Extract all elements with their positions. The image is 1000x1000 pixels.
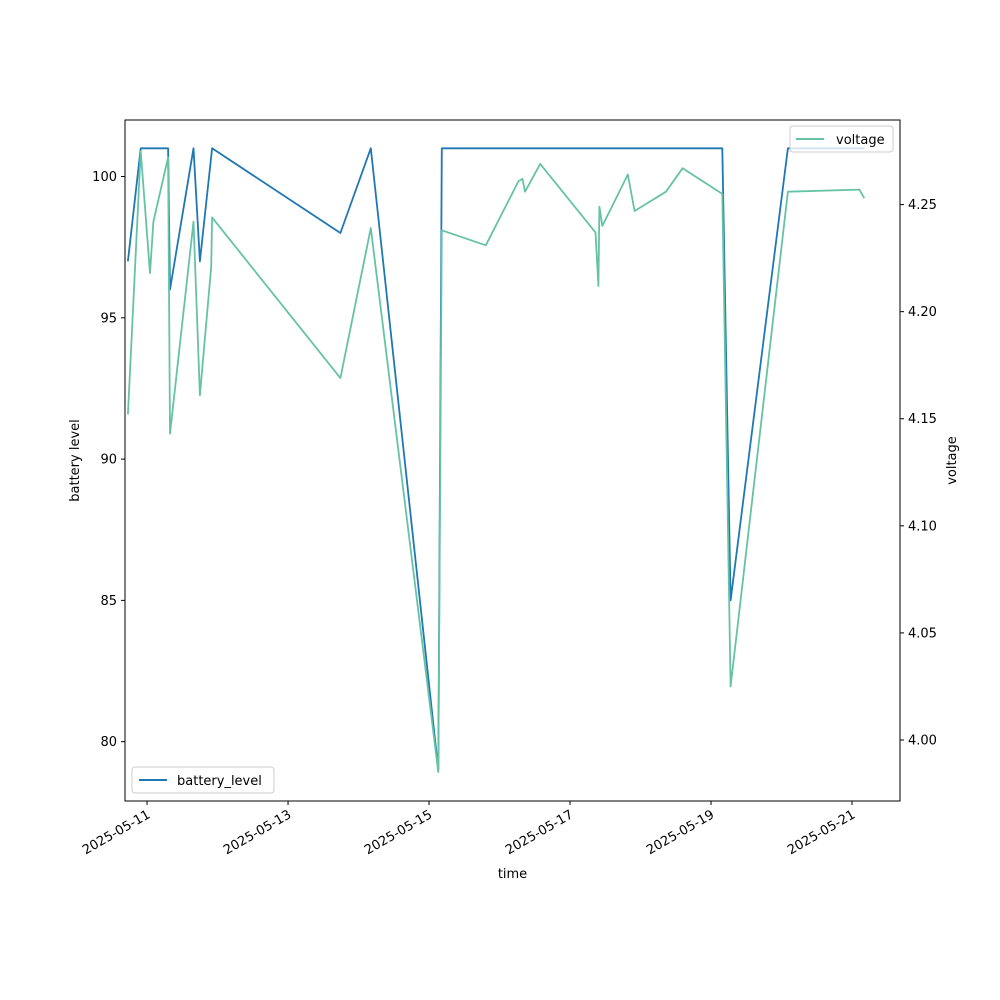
y-tick-label: 85 (100, 594, 117, 609)
series-line-voltage (127, 150, 866, 773)
legend-label: battery_level (177, 774, 262, 789)
y-tick-label: 90 (100, 453, 117, 468)
legend-box (131, 766, 275, 794)
series-layer (127, 147, 866, 773)
y2-tick-label: 4.05 (908, 626, 937, 641)
y2-tick-label: 4.00 (908, 733, 937, 748)
legend-box (789, 125, 894, 153)
y-tick-label: 80 (100, 735, 117, 750)
legend-battery-level: battery_level (131, 766, 275, 794)
y-tick-label: 95 (100, 311, 117, 326)
legend-label: voltage (836, 133, 885, 148)
plot-frame (124, 119, 901, 802)
x-axis-label: time (498, 867, 527, 882)
y-axis-label: battery level (68, 419, 83, 502)
plot-background (125, 120, 900, 801)
legend-voltage: voltage (789, 125, 894, 153)
plot-area (125, 120, 900, 801)
y2-axis-label: voltage (945, 436, 960, 485)
y2-tick-label: 4.15 (908, 412, 937, 427)
y2-tick-label: 4.25 (908, 198, 937, 213)
y-tick-label: 100 (92, 170, 117, 185)
y2-tick-label: 4.20 (908, 305, 937, 320)
y2-tick-label: 4.10 (908, 519, 937, 534)
series-line-battery-level (127, 147, 865, 771)
